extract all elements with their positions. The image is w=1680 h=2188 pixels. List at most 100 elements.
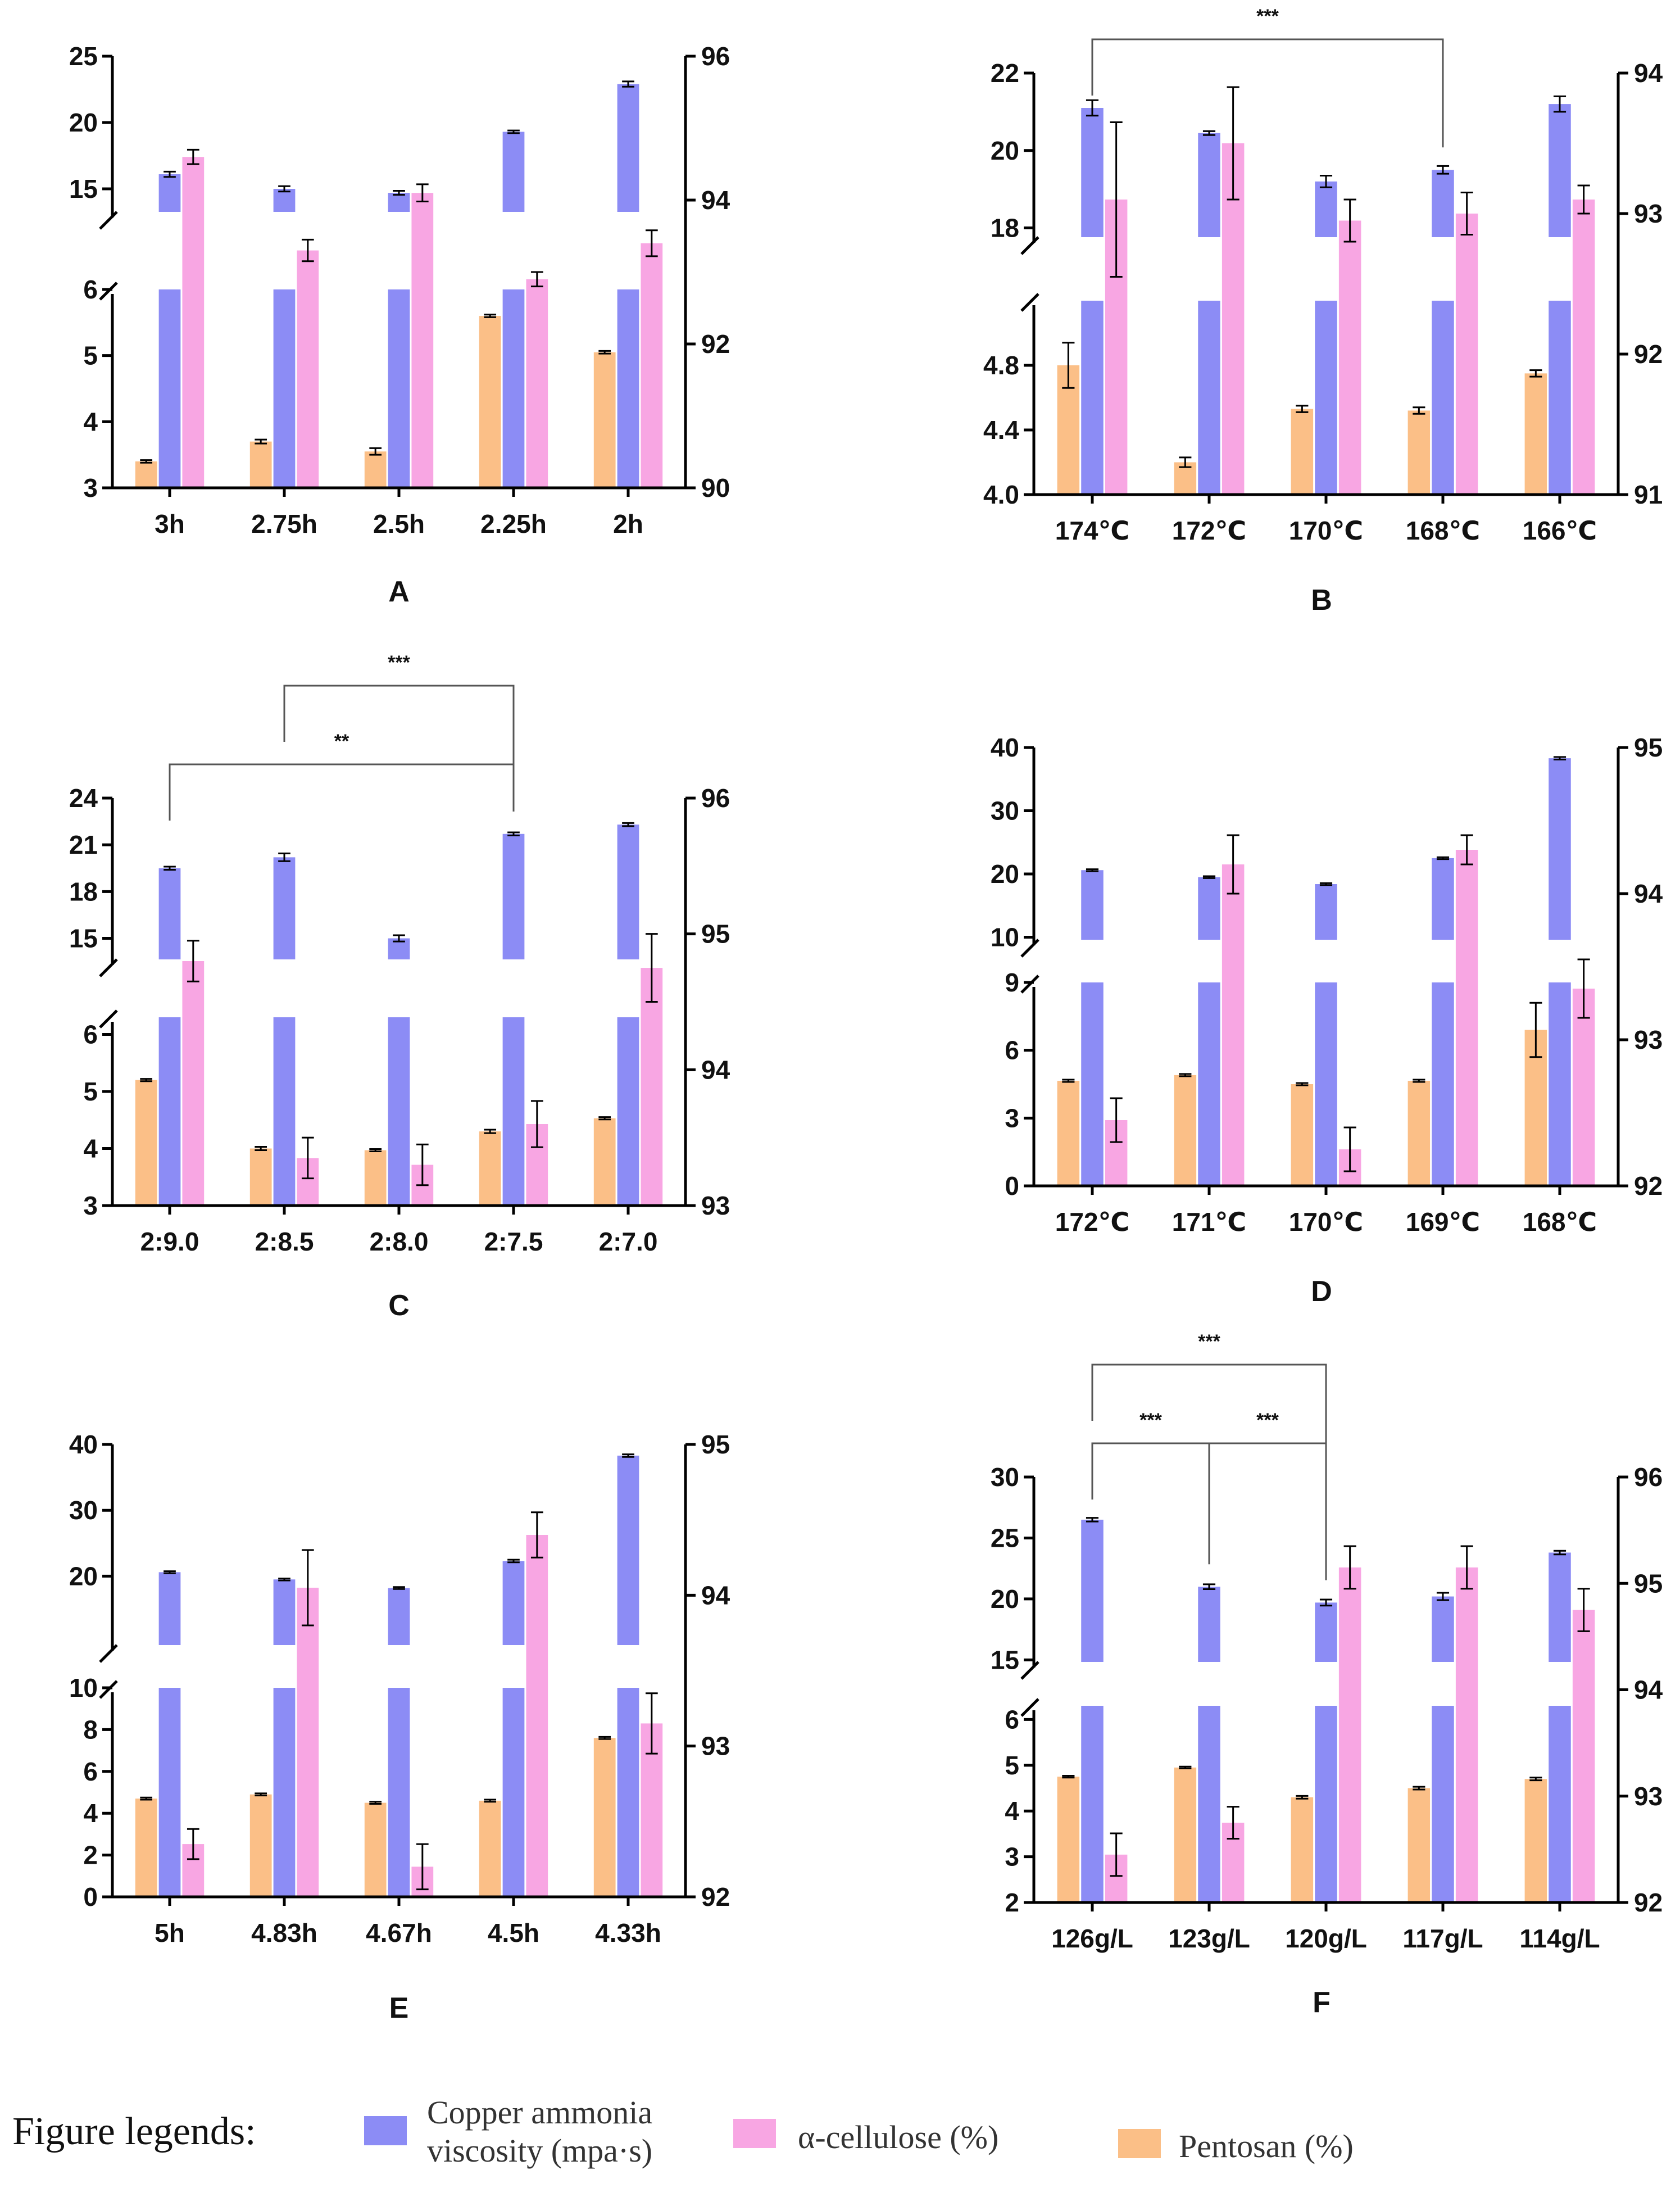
significance-bracket — [1091, 38, 1444, 148]
bar-viscosity-upper — [273, 1579, 296, 1645]
bar-cellulose — [182, 157, 205, 488]
bar-viscosity-upper — [1081, 870, 1104, 940]
bar-viscosity-lower — [1081, 1706, 1104, 1902]
significance-label: *** — [1256, 1410, 1279, 1431]
bar-pentosan — [249, 1794, 272, 1897]
significance-bracket — [169, 763, 515, 821]
right-tick-label: 92 — [1634, 339, 1663, 369]
bar-cellulose — [1338, 1567, 1361, 1902]
bar-viscosity-upper — [273, 189, 296, 212]
bar-viscosity-upper — [617, 84, 639, 212]
left-tick-label: 20 — [991, 859, 1019, 889]
significance-label: *** — [388, 652, 410, 673]
bar-pentosan — [135, 1799, 157, 1897]
bar-pentosan — [479, 1131, 501, 1206]
bar-viscosity-lower — [1549, 301, 1571, 495]
bar-pentosan — [1291, 1084, 1314, 1186]
bar-viscosity-upper — [273, 857, 296, 959]
panel-letter: A — [388, 576, 410, 608]
x-tick-label: 126g/L — [1051, 1924, 1133, 1953]
panel-C: 3 4 5 6 15 18 21 24 93 94 95 96 2:9.0 2:8.5 2:8.0 2:7.5… — [69, 652, 730, 1322]
left-tick-label: 25 — [69, 42, 98, 71]
right-tick-label: 93 — [1634, 1782, 1663, 1811]
left-tick-label: 20 — [69, 1561, 98, 1591]
axis-break-mark — [1020, 1698, 1039, 1717]
bar-viscosity-upper — [502, 1561, 525, 1645]
bar-viscosity-lower — [617, 1688, 639, 1897]
panel-B: 4.0 4.4 4.8 18 20 22 91 92 93 94 174℃ 172℃ 170℃ 168℃ 1… — [983, 6, 1663, 617]
bar-viscosity-upper — [502, 833, 525, 959]
left-tick-label: 9 — [1005, 968, 1019, 997]
bar-pentosan — [249, 441, 272, 488]
bar-viscosity-lower — [273, 289, 296, 488]
axis-break-mark — [1020, 293, 1039, 312]
right-tick-label: 92 — [1634, 1171, 1663, 1201]
left-tick-label: 6 — [1005, 1036, 1019, 1065]
bar-viscosity-upper — [1315, 884, 1337, 940]
bar-viscosity-lower — [502, 1688, 525, 1897]
left-tick-label: 4.0 — [983, 480, 1019, 509]
x-tick-label: 168℃ — [1406, 516, 1480, 545]
right-tick-label: 96 — [1634, 1462, 1663, 1492]
bar-viscosity-lower — [1198, 982, 1220, 1186]
left-tick-label: 40 — [991, 733, 1019, 762]
bar-pentosan — [135, 1080, 157, 1206]
significance-bracket — [1208, 1442, 1327, 1580]
axis-break-mark — [99, 282, 118, 301]
bar-viscosity-lower — [273, 1017, 296, 1206]
bar-viscosity-upper — [1081, 108, 1104, 237]
bar-pentosan — [1407, 1080, 1431, 1186]
bar-viscosity-lower — [502, 1017, 525, 1206]
bar-viscosity-upper — [1432, 1596, 1454, 1662]
right-tick-label: 92 — [701, 1882, 730, 1911]
right-tick-label: 96 — [701, 783, 730, 813]
right-tick-label: 92 — [1634, 1888, 1663, 1917]
bar-pentosan — [593, 1738, 616, 1897]
left-tick-label: 0 — [83, 1882, 98, 1911]
right-tick-label: 95 — [701, 919, 730, 949]
bar-pentosan — [1407, 410, 1431, 495]
left-tick-label: 4 — [83, 1799, 98, 1828]
bar-viscosity-lower — [158, 1017, 181, 1206]
bar-viscosity-upper — [158, 174, 181, 212]
right-tick-label: 93 — [701, 1732, 730, 1761]
legend-title: Figure legends: — [12, 2110, 256, 2153]
significance-bracket — [1091, 1442, 1210, 1565]
bar-pentosan — [1407, 1788, 1431, 1902]
bar-viscosity-upper — [1315, 181, 1337, 237]
bar-pentosan — [593, 1118, 616, 1206]
bar-cellulose — [1572, 989, 1595, 1186]
bar-pentosan — [479, 316, 501, 488]
left-tick-label: 4 — [83, 407, 98, 436]
left-tick-label: 4 — [83, 1134, 98, 1163]
left-tick-label: 21 — [69, 830, 98, 859]
left-tick-label: 4.8 — [983, 351, 1019, 380]
significance-label: *** — [1139, 1410, 1162, 1431]
bar-viscosity-lower — [1432, 982, 1454, 1186]
right-tick-label: 94 — [1634, 879, 1663, 908]
left-tick-label: 3 — [83, 473, 98, 502]
x-tick-label: 120g/L — [1285, 1924, 1367, 1953]
left-tick-label: 10 — [991, 923, 1019, 952]
right-tick-label: 95 — [1634, 1569, 1663, 1598]
bar-cellulose — [1222, 143, 1245, 495]
panel-F: 2 3 4 5 6 15 20 25 30 92 93 94 95 96 126g/L 123g/L 120g/… — [991, 1331, 1663, 2019]
bar-cellulose — [1572, 1610, 1595, 1902]
bar-cellulose — [1222, 864, 1245, 1186]
bar-viscosity-upper — [1432, 858, 1454, 940]
legend-swatch-cellulose — [733, 2119, 776, 2148]
bar-viscosity-upper — [1198, 133, 1220, 237]
right-tick-label: 94 — [1634, 58, 1663, 88]
left-tick-label: 3 — [83, 1191, 98, 1220]
x-tick-label: 2:7.0 — [599, 1227, 658, 1256]
left-tick-label: 6 — [83, 275, 98, 304]
left-tick-label: 40 — [69, 1430, 98, 1459]
significance-label: *** — [1198, 1331, 1220, 1352]
left-tick-label: 15 — [69, 924, 98, 953]
panel-letter: F — [1313, 1986, 1331, 2019]
right-tick-label: 94 — [701, 1055, 730, 1084]
left-tick-label: 15 — [69, 174, 98, 203]
bar-viscosity-lower — [1315, 301, 1337, 495]
panel-letter: C — [388, 1289, 410, 1322]
